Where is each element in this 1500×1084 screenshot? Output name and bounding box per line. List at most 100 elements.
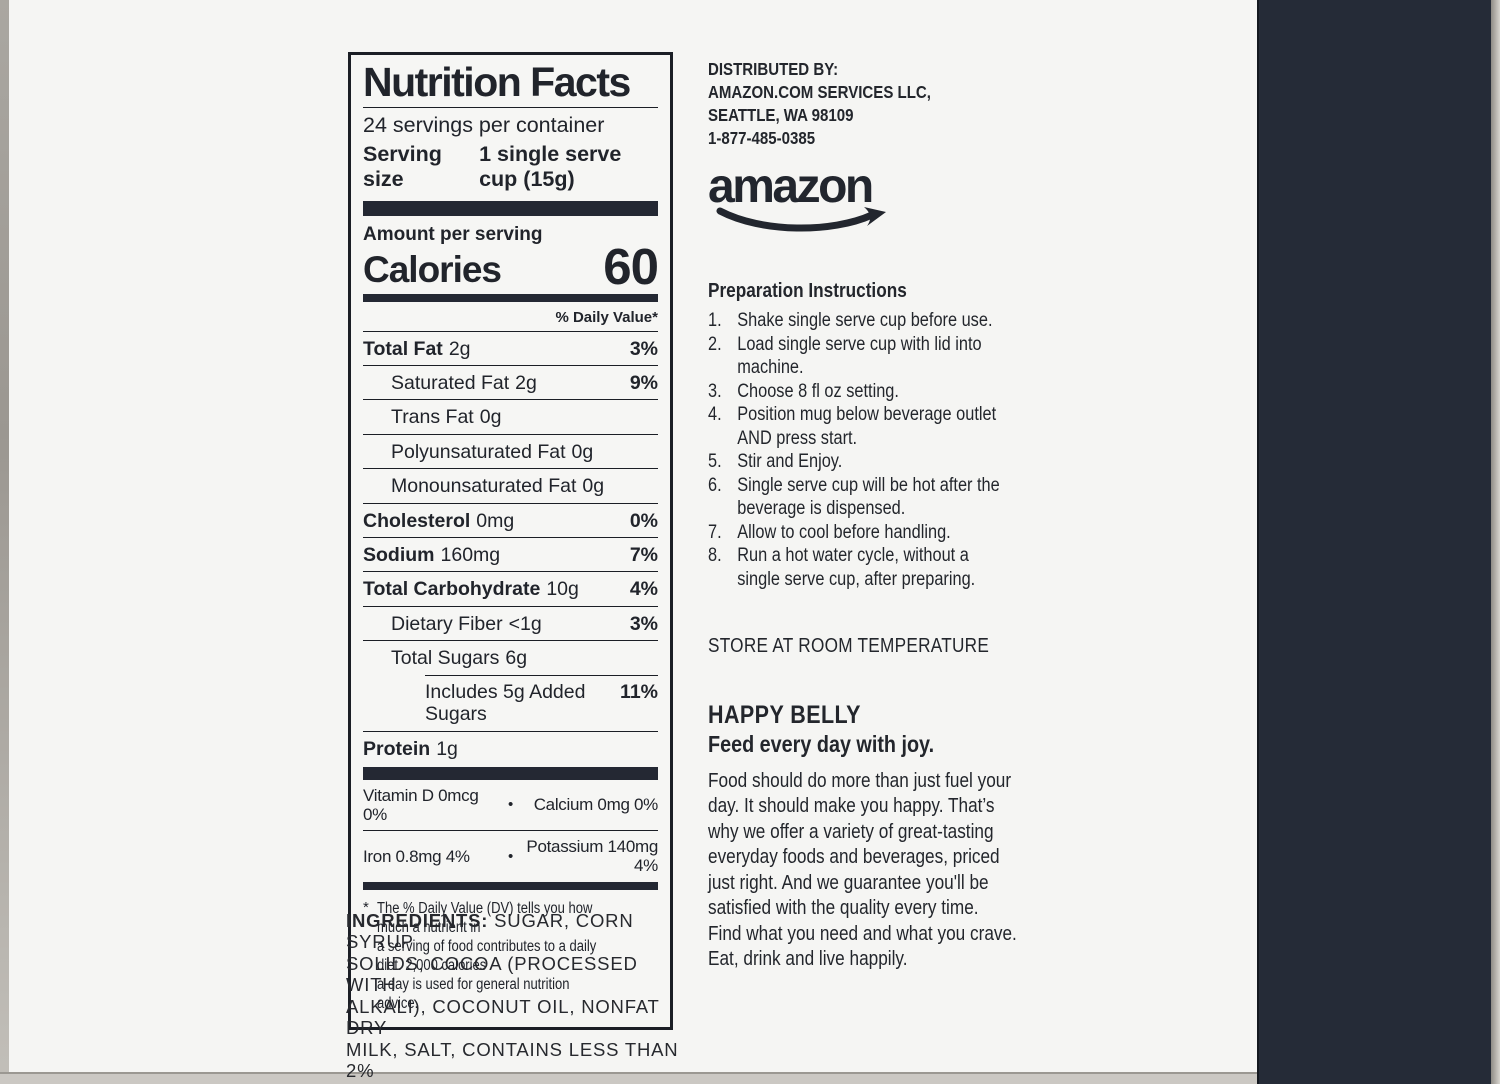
step-number: 2.: [708, 333, 722, 355]
brand-statement: HAPPY BELLY Feed every day with joy. Foo…: [708, 700, 1127, 973]
nutrient-row-total-sugars: Total Sugars 6g: [363, 640, 658, 674]
nutrient-row-polyunsaturated-fat: Polyunsaturated Fat 0g: [363, 433, 658, 468]
nutrient-row-cholesterol: Cholesterol 0mg 0%: [363, 502, 658, 537]
micro-left: Iron 0.8mg 4%: [363, 846, 470, 866]
amazon-logo: amazon: [708, 163, 908, 235]
amazon-wordmark: amazon: [708, 160, 874, 213]
step-text: Single serve cup will be hot after the b…: [737, 474, 1000, 520]
daily-value-header: % Daily Value*: [363, 302, 658, 332]
step-text: Allow to cool before handling.: [737, 521, 951, 543]
step-text: Shake single serve cup before use.: [737, 310, 993, 331]
micro-left: Vitamin D 0mcg 0%: [363, 786, 479, 824]
step-text: Stir and Enjoy.: [737, 451, 843, 472]
calories-label: Calories: [363, 249, 502, 291]
nutrient-amount: 2g: [515, 371, 537, 394]
nutrient-name: Sodium: [363, 544, 435, 567]
prep-step-1: 1. Shake single serve cup before use.: [708, 309, 1127, 333]
ingredients-block: INGREDIENTS: SUGAR, CORN SYRUP SOLIDS, C…: [346, 888, 691, 1084]
nutrient-name: Saturated Fat: [391, 371, 510, 394]
navy-side-panel: [1257, 0, 1491, 1084]
amount-per-serving-label: Amount per serving: [363, 223, 543, 245]
nutrient-name: Protein: [363, 737, 431, 760]
nutrition-facts-title: Nutrition Facts: [363, 59, 658, 109]
serving-size-value: 1 single serve cup (15g): [479, 141, 622, 191]
serving-size-label: Serving size: [363, 141, 442, 191]
nutrient-dv: 3%: [629, 612, 658, 635]
step-number: 8.: [708, 545, 722, 566]
brand-name: HAPPY BELLY: [708, 701, 861, 729]
prep-step-3: 3. Choose 8 fl oz setting.: [708, 380, 1127, 404]
divider-bar-medium: [363, 293, 658, 302]
step-text: Run a hot water cycle, without a single …: [737, 545, 976, 590]
daily-value-footnote: * The % Daily Value (DV) tells you how m…: [363, 890, 658, 1021]
nutrient-amount: 10g: [546, 578, 579, 601]
micro-right: Calcium 0mg 0%: [533, 795, 659, 815]
nutrient-dv: 0%: [629, 509, 658, 532]
step-number: 7.: [708, 521, 722, 543]
serving-size-row: Serving size 1 single serve cup (15g): [363, 139, 658, 201]
nutrient-row-monounsaturated-fat: Monounsaturated Fat 0g: [363, 468, 658, 502]
preparation-instructions-title: Preparation Instructions: [708, 280, 907, 302]
nutrient-name: Dietary Fiber: [391, 612, 503, 635]
step-number: 6.: [708, 474, 722, 496]
nutrient-amount: 0g: [479, 406, 502, 429]
nutrient-amount: 0g: [571, 440, 594, 463]
nutrient-name: Total Carbohydrate: [363, 578, 541, 601]
step-number: 4.: [708, 404, 722, 425]
nutrient-name: Cholesterol: [363, 509, 471, 532]
ingredients-label: INGREDIENTS:: [346, 909, 489, 931]
nutrient-name: Monounsaturated Fat: [391, 475, 577, 498]
distributor-address: DISTRIBUTED BY: AMAZON.COM SERVICES LLC,…: [708, 59, 931, 148]
nutrient-name: Total Fat: [363, 337, 443, 360]
ingredients-list: SUGAR, CORN SYRUP SOLIDS, COCOA (PROCESS…: [346, 909, 679, 1084]
step-text: Position mug below beverage outlet AND p…: [737, 404, 997, 449]
brand-tagline: Feed every day with joy.: [708, 731, 935, 757]
nutrient-amount: <1g: [508, 612, 542, 635]
prep-step-4: 4. Position mug below beverage outlet AN…: [708, 403, 1127, 450]
nutrient-amount: 1g: [436, 737, 458, 760]
micronutrient-row-vitamin-d-calcium: Vitamin D 0mcg 0% • Calcium 0mg 0%: [363, 780, 658, 830]
nutrient-dv: 11%: [620, 680, 658, 703]
nutrient-name: Polyunsaturated Fat: [391, 440, 566, 463]
prep-step-5: 5. Stir and Enjoy.: [708, 450, 1127, 474]
nutrient-amount: 160mg: [440, 544, 501, 567]
right-column: DISTRIBUTED BY: AMAZON.COM SERVICES LLC,…: [708, 0, 1128, 973]
bullet-separator: •: [508, 847, 513, 865]
step-number: 5.: [708, 451, 722, 472]
nutrient-row-saturated-fat: Saturated Fat 2g 9%: [363, 364, 658, 399]
preparation-instructions: Preparation Instructions 1. Shake single…: [708, 279, 1127, 591]
micronutrient-row-iron-potassium: Iron 0.8mg 4% • Potassium 140mg 4%: [363, 830, 658, 881]
nutrient-row-sodium: Sodium 160mg 7%: [363, 537, 658, 571]
nutrient-dv: 9%: [629, 371, 658, 394]
nutrient-row-total-carbohydrate: Total Carbohydrate 10g 4%: [363, 571, 658, 605]
nutrient-name: Trans Fat: [391, 406, 474, 429]
step-text: Choose 8 fl oz setting.: [737, 380, 899, 402]
divider-bar-thick: [363, 200, 658, 216]
package-bottom-edge: [0, 1072, 1260, 1084]
package-right-edge: [1491, 0, 1500, 1084]
nutrient-row-added-sugars: Includes 5g Added Sugars 11%: [363, 674, 658, 731]
nutrient-amount: 6g: [505, 647, 528, 670]
nutrition-facts-label: Nutrition Facts 24 servings per containe…: [348, 52, 673, 1030]
footnote-asterisk: *: [363, 898, 369, 916]
prep-step-2: 2. Load single serve cup with lid into m…: [708, 333, 1127, 380]
amazon-smile-icon: [716, 207, 886, 232]
nutrient-dv: 3%: [629, 337, 658, 360]
nutrient-amount: 0g: [582, 475, 605, 498]
divider-bar-medium: [363, 881, 658, 890]
divider-bar-thick: [363, 767, 658, 781]
micro-right: Potassium 140mg 4%: [526, 837, 658, 876]
nutrient-dv: 4%: [629, 578, 658, 601]
nutrient-row-protein: Protein 1g: [363, 730, 658, 765]
nutrient-name: Total Sugars: [391, 647, 500, 670]
bullet-separator: •: [508, 796, 513, 814]
footnote-text: The % Daily Value (DV) tells you how muc…: [377, 899, 597, 1012]
step-number: 3.: [708, 380, 722, 402]
storage-instruction: STORE AT ROOM TEMPERATURE: [708, 635, 990, 657]
servings-per-container: 24 servings per container: [363, 113, 605, 138]
nutrient-row-trans-fat: Trans Fat 0g: [363, 399, 658, 433]
prep-step-7: 7. Allow to cool before handling.: [708, 521, 1127, 545]
step-number: 1.: [708, 310, 722, 331]
calories-row: Calories 60: [363, 241, 659, 294]
